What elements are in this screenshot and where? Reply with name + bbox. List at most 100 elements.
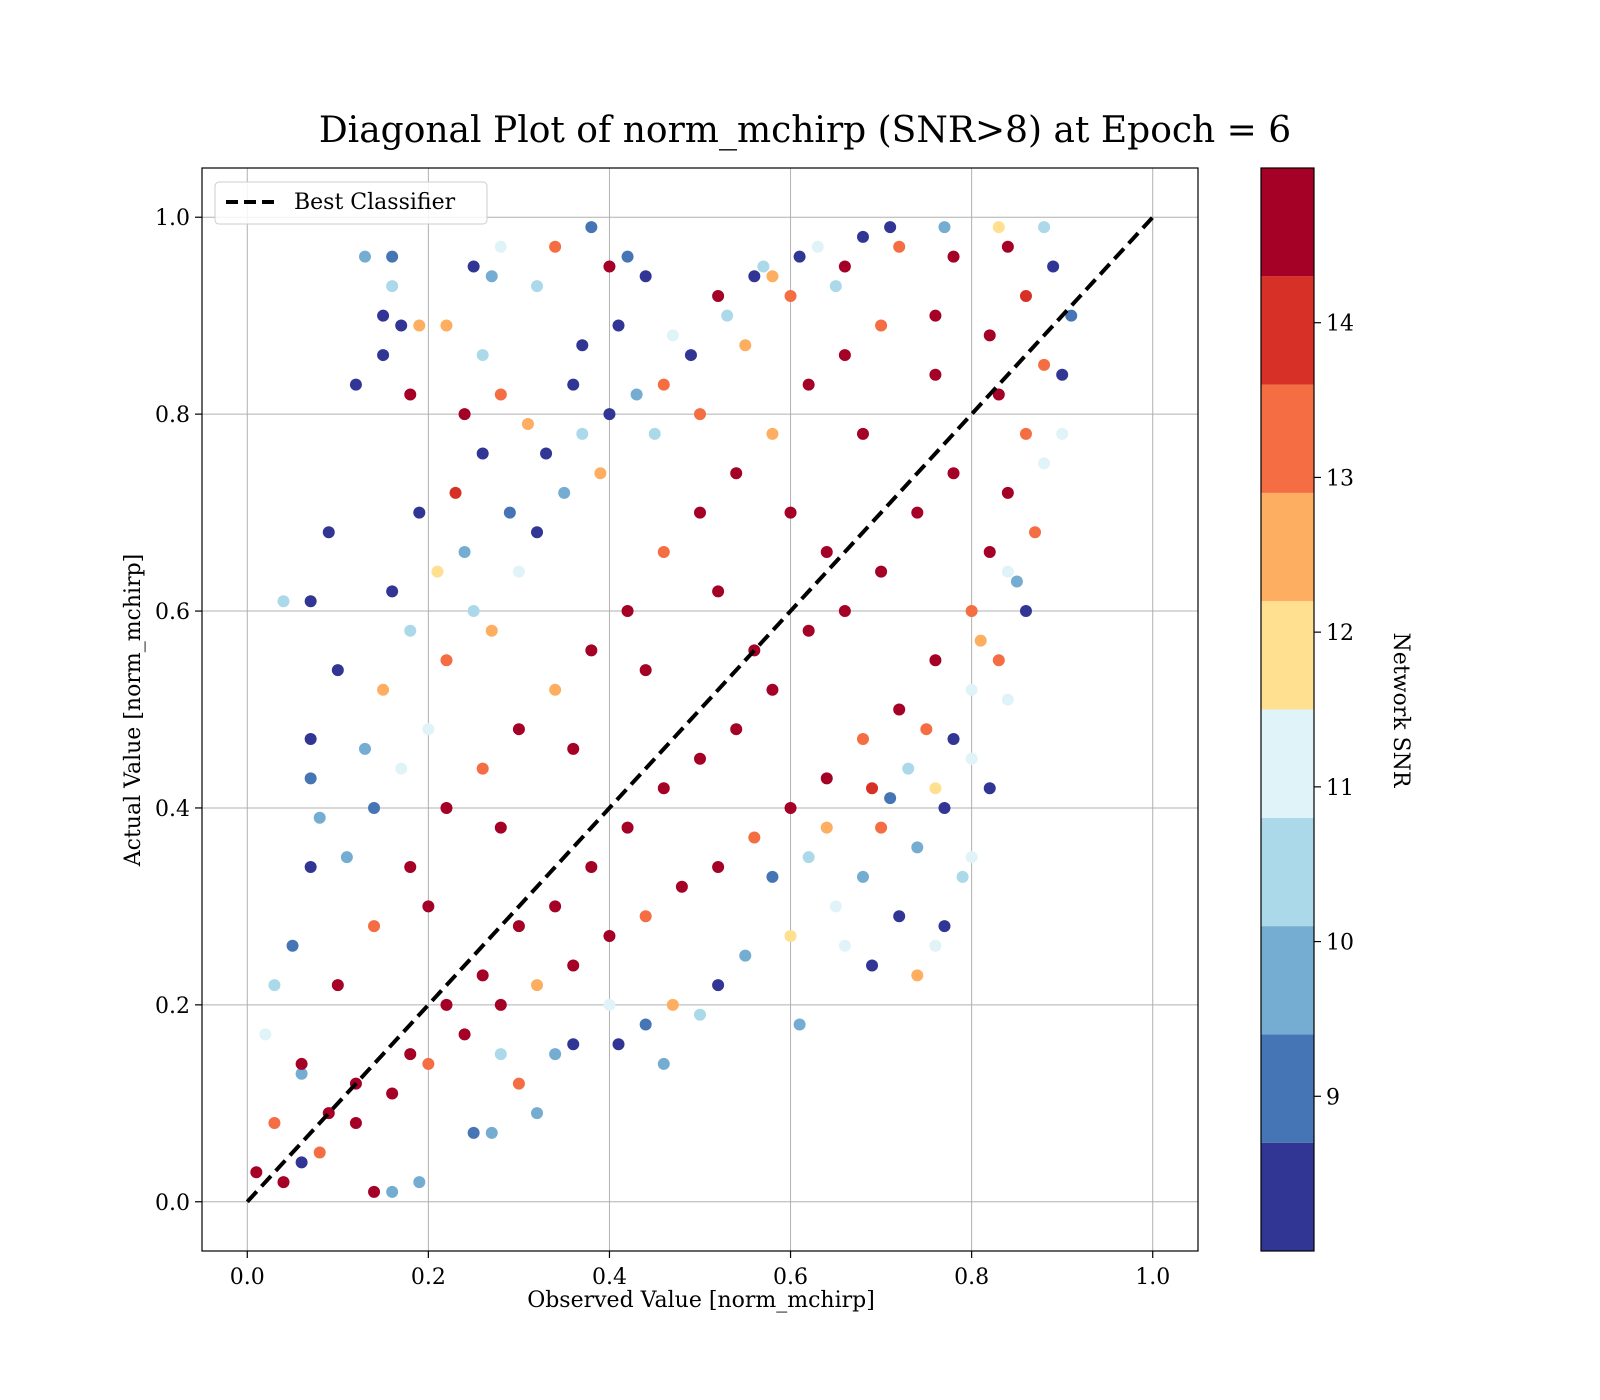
scatter-point (1019, 605, 1032, 618)
scatter-point (567, 1038, 580, 1051)
scatter-point (1065, 309, 1078, 322)
scatter-point (349, 378, 362, 391)
scatter-point (657, 782, 670, 795)
scatter-point (458, 408, 471, 421)
scatter-point (983, 545, 996, 558)
colorbar-band (1261, 492, 1314, 602)
scatter-point (368, 1185, 381, 1198)
scatter-point (422, 723, 435, 736)
scatter-point (386, 585, 399, 598)
scatter-point (757, 260, 770, 273)
scatter-point (902, 762, 915, 775)
scatter-point (965, 683, 978, 696)
scatter-point (304, 595, 317, 608)
scatter-point (603, 929, 616, 942)
scatter-point (313, 1146, 326, 1159)
scatter-point (866, 782, 879, 795)
scatter-point (331, 979, 344, 992)
scatter-point (820, 821, 833, 834)
scatter-point (467, 605, 480, 618)
scatter-point (331, 664, 344, 677)
scatter-point (884, 221, 897, 234)
y-axis-label: Actual Value [norm_mchirp] (121, 554, 146, 868)
scatter-point (712, 861, 725, 874)
colorbar-band (1261, 1034, 1314, 1143)
scatter-point (929, 309, 942, 322)
scatter-point (929, 939, 942, 952)
scatter-point (422, 900, 435, 913)
scatter-point (304, 733, 317, 746)
scatter-point (648, 427, 661, 440)
scatter-point (639, 1018, 652, 1031)
colorbar-frame (1260, 167, 1315, 1252)
scatter-point (929, 368, 942, 381)
plot-area: 0.0 0.2 0.4 0.6 0.8 1.0 0.0 0.2 0.4 0.6 0.8 1.0 (155, 167, 1199, 1290)
scatter-point (920, 723, 933, 736)
scatter-point (259, 1028, 272, 1041)
scatter-point (1047, 260, 1060, 273)
scatter-point (313, 811, 326, 824)
colorbar-tick-label: 10 (1326, 931, 1354, 956)
scatter-point (603, 998, 616, 1011)
scatter-point (784, 289, 797, 302)
scatter-point (368, 801, 381, 814)
scatter-point (829, 900, 842, 913)
scatter-point (449, 486, 462, 499)
colorbar-tick-label: 14 (1326, 312, 1354, 337)
scatter-point (784, 506, 797, 519)
scatter-point (893, 240, 906, 253)
scatter-point (1056, 427, 1069, 440)
legend: Best Classifier (214, 181, 488, 225)
scatter-point (304, 861, 317, 874)
scatter-point (793, 1018, 806, 1031)
scatter-point (368, 920, 381, 933)
scatter-point (766, 427, 779, 440)
scatter-point (521, 417, 534, 430)
scatter-point (494, 240, 507, 253)
x-tick-label: 0.6 (773, 1265, 808, 1290)
scatter-point (358, 742, 371, 755)
scatter-point (992, 388, 1005, 401)
scatter-point (621, 821, 634, 834)
scatter-point (675, 880, 688, 893)
scatter-point (531, 1107, 544, 1120)
scatter-point (856, 427, 869, 440)
scatter-point (476, 447, 489, 460)
scatter-point (875, 565, 888, 578)
scatter-point (531, 280, 544, 293)
scatter-point (739, 339, 752, 352)
scatter-point (929, 782, 942, 795)
scatter-point (684, 349, 697, 362)
scatter-point (304, 772, 317, 785)
scatter-point (549, 240, 562, 253)
scatter-point (657, 545, 670, 558)
scatter-point (739, 949, 752, 962)
scatter-point (1001, 693, 1014, 706)
scatter-point (838, 260, 851, 273)
scatter-point (340, 851, 353, 864)
x-tick-label: 1.0 (1135, 1265, 1170, 1290)
colorbar-band (1261, 168, 1314, 277)
scatter-point (956, 870, 969, 883)
scatter-point (485, 270, 498, 283)
scatter-point (440, 801, 453, 814)
scatter-point (730, 723, 743, 736)
scatter-point (286, 939, 299, 952)
scatter-point (766, 870, 779, 883)
colorbar-band (1261, 276, 1314, 385)
scatter-point (657, 378, 670, 391)
colorbar-tick-label: 11 (1326, 776, 1354, 801)
scatter-point (802, 378, 815, 391)
colorbar-tick-label: 12 (1326, 621, 1354, 646)
scatter-point (358, 250, 371, 263)
scatter-point (802, 624, 815, 637)
scatter-point (748, 270, 761, 283)
scatter-point (784, 929, 797, 942)
scatter-point (512, 723, 525, 736)
scatter-point (911, 841, 924, 854)
colorbar-band (1261, 601, 1314, 710)
scatter-point (929, 654, 942, 667)
scatter-point (440, 319, 453, 332)
x-tick-label: 0.4 (592, 1265, 627, 1290)
scatter-point (784, 801, 797, 814)
